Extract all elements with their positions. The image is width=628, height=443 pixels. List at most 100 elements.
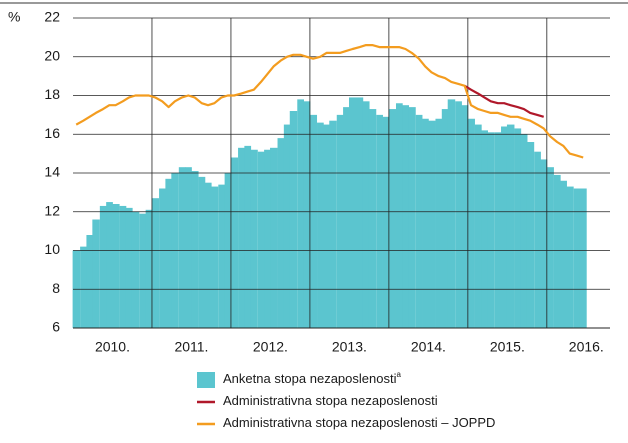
x-tick-label: 2011. <box>174 339 208 355</box>
bar <box>309 114 318 328</box>
bar <box>244 145 252 328</box>
bar <box>534 151 541 328</box>
bar <box>546 167 554 328</box>
bar <box>526 142 535 328</box>
bar <box>441 109 449 328</box>
y-axis-label: % <box>8 9 20 25</box>
x-tick-label: 2015. <box>490 339 525 355</box>
bar <box>382 116 390 328</box>
bar <box>131 211 140 328</box>
bar <box>408 107 416 328</box>
bar <box>289 111 298 328</box>
bar <box>427 120 436 328</box>
bar <box>506 124 515 328</box>
y-tick-label: 20 <box>44 47 60 63</box>
bar <box>92 219 100 328</box>
legend-note: a <box>396 370 401 379</box>
bar <box>178 167 186 328</box>
bar <box>270 147 278 328</box>
bar <box>461 105 469 328</box>
bar <box>99 205 107 328</box>
x-tick-label: 2010. <box>95 339 130 355</box>
bar <box>230 157 239 328</box>
legend-name: Administrativna stopa nezaposlenosti – J… <box>223 415 495 430</box>
bar <box>159 188 166 328</box>
bar <box>376 114 383 328</box>
y-tick-label: 8 <box>52 280 60 296</box>
bar <box>566 186 574 328</box>
bar <box>119 205 127 328</box>
legend-name: Anketna stopa nezaposlenosti <box>223 371 397 386</box>
bar <box>218 184 226 328</box>
bar <box>474 124 482 328</box>
bar <box>540 159 548 328</box>
bar <box>395 103 403 328</box>
bar <box>501 126 508 328</box>
bar <box>553 174 561 328</box>
legend-label: Administrativna stopa nezaposlenosti <box>223 393 438 408</box>
legend-label: Anketna stopa nezaposlenostia <box>223 370 401 386</box>
bar <box>210 186 219 328</box>
bar <box>402 105 410 328</box>
legend-label: Administrativna stopa nezaposlenosti – J… <box>223 415 495 430</box>
bar <box>204 182 212 328</box>
y-tick-label: 18 <box>44 86 60 102</box>
x-tick-label: 2012. <box>253 339 288 355</box>
bar <box>560 180 567 328</box>
bar <box>139 213 147 328</box>
grid <box>73 17 610 329</box>
bar <box>277 138 285 328</box>
bar <box>198 176 206 328</box>
bar <box>257 151 265 328</box>
x-tick-label: 2014. <box>411 339 446 355</box>
bar <box>514 128 522 328</box>
bar <box>238 147 245 328</box>
bar <box>250 149 258 328</box>
bar <box>336 114 344 328</box>
y-tick-label: 14 <box>44 164 60 180</box>
bar <box>415 114 423 328</box>
bar <box>283 124 291 328</box>
y-tick-label: 16 <box>44 125 60 141</box>
line <box>75 44 584 159</box>
bar <box>455 101 462 328</box>
bar <box>191 171 199 328</box>
bar <box>487 132 495 328</box>
bar <box>343 107 350 328</box>
bar <box>145 209 153 328</box>
bar <box>481 130 488 328</box>
y-tick-label: 10 <box>44 241 60 257</box>
bar <box>323 124 331 328</box>
bar <box>573 188 581 328</box>
bar <box>151 198 160 328</box>
legend-swatch <box>197 372 215 388</box>
bar <box>435 118 443 328</box>
bar <box>303 101 311 328</box>
bar <box>185 167 192 328</box>
bar <box>362 101 370 328</box>
bar <box>494 132 502 328</box>
bar <box>579 188 587 328</box>
bar <box>467 118 475 328</box>
bar <box>368 109 377 328</box>
legend-name: Administrativna stopa nezaposlenosti <box>223 393 438 408</box>
bar <box>356 97 364 328</box>
bar <box>80 246 87 328</box>
bar <box>297 99 304 328</box>
y-tick-label: 6 <box>52 319 60 335</box>
bar <box>520 134 528 328</box>
y-tick-label: 22 <box>44 9 60 25</box>
bar <box>388 109 396 328</box>
bar <box>422 118 429 328</box>
bar <box>106 202 113 328</box>
bar <box>317 122 324 328</box>
bar <box>447 99 456 328</box>
bar <box>86 235 94 328</box>
bar <box>349 97 357 328</box>
y-tick-label: 12 <box>44 202 60 218</box>
bar <box>329 120 337 328</box>
bar <box>125 207 133 328</box>
bar <box>112 204 120 328</box>
line <box>464 84 545 118</box>
